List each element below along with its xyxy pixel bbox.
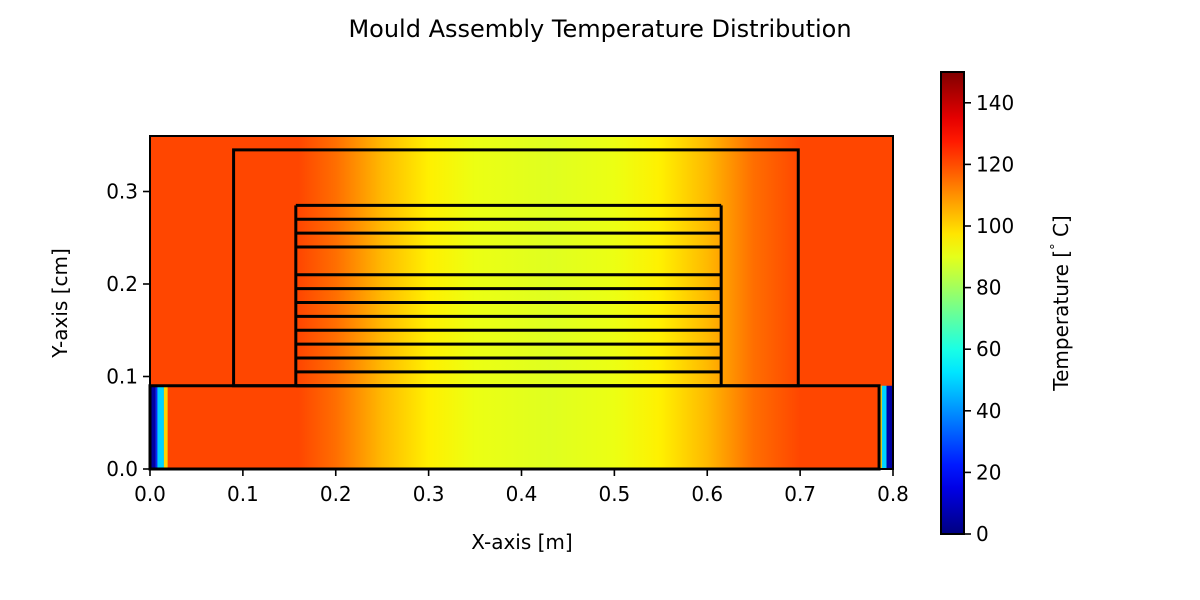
colorbar-tick-label: 140 <box>976 91 1014 115</box>
x-tick-label: 0.7 <box>784 482 816 506</box>
x-axis-ticks: 0.0 0.1 0.2 0.3 0.4 0.5 0.6 0.7 0.8 <box>134 469 909 506</box>
y-axis-label: Y-axis [cm] <box>48 248 72 359</box>
y-tick-label: 0.3 <box>106 180 138 204</box>
colorbar-label-degree: ° <box>1049 243 1064 250</box>
colorbar-tick-label: 80 <box>976 276 1001 300</box>
colorbar <box>941 72 964 534</box>
x-tick-label: 0.5 <box>598 482 630 506</box>
colorbar-tick-label: 60 <box>976 337 1001 361</box>
colorbar-label: Temperature [° C] <box>1049 215 1073 391</box>
colorbar-tick-label: 100 <box>976 214 1014 238</box>
colorbar-tick-label: 40 <box>976 399 1001 423</box>
colorbar-tick-label: 20 <box>976 460 1001 484</box>
colorbar-tick-label: 0 <box>976 522 989 546</box>
x-tick-label: 0.1 <box>227 482 259 506</box>
x-tick-label: 0.8 <box>877 482 909 506</box>
colorbar-tick-label: 120 <box>976 152 1014 176</box>
x-axis-label: X-axis [m] <box>471 530 572 554</box>
edge-strip <box>163 385 168 469</box>
y-tick-label: 0.0 <box>106 457 138 481</box>
colorbar-border <box>940 71 965 535</box>
y-tick-label: 0.2 <box>106 272 138 296</box>
y-axis-ticks: 0.0 0.1 0.2 0.3 <box>106 180 150 481</box>
x-tick-label: 0.0 <box>134 482 166 506</box>
x-tick-label: 0.3 <box>413 482 445 506</box>
x-tick-label: 0.4 <box>506 482 538 506</box>
chart-title: Mould Assembly Temperature Distribution <box>348 15 851 43</box>
y-tick-label: 0.1 <box>106 365 138 389</box>
x-tick-label: 0.6 <box>691 482 723 506</box>
edge-strip <box>150 385 156 469</box>
edge-strip <box>886 385 893 469</box>
edge-strip <box>157 385 164 469</box>
x-tick-label: 0.2 <box>320 482 352 506</box>
colorbar-ticks: 0 20 40 60 80 100 120 140 <box>964 91 1014 546</box>
edge-strip <box>155 385 158 469</box>
edge-strip <box>881 385 887 469</box>
colorbar-label-text: Temperature [ <box>1049 250 1073 392</box>
colorbar-label-unit: C] <box>1049 215 1073 243</box>
